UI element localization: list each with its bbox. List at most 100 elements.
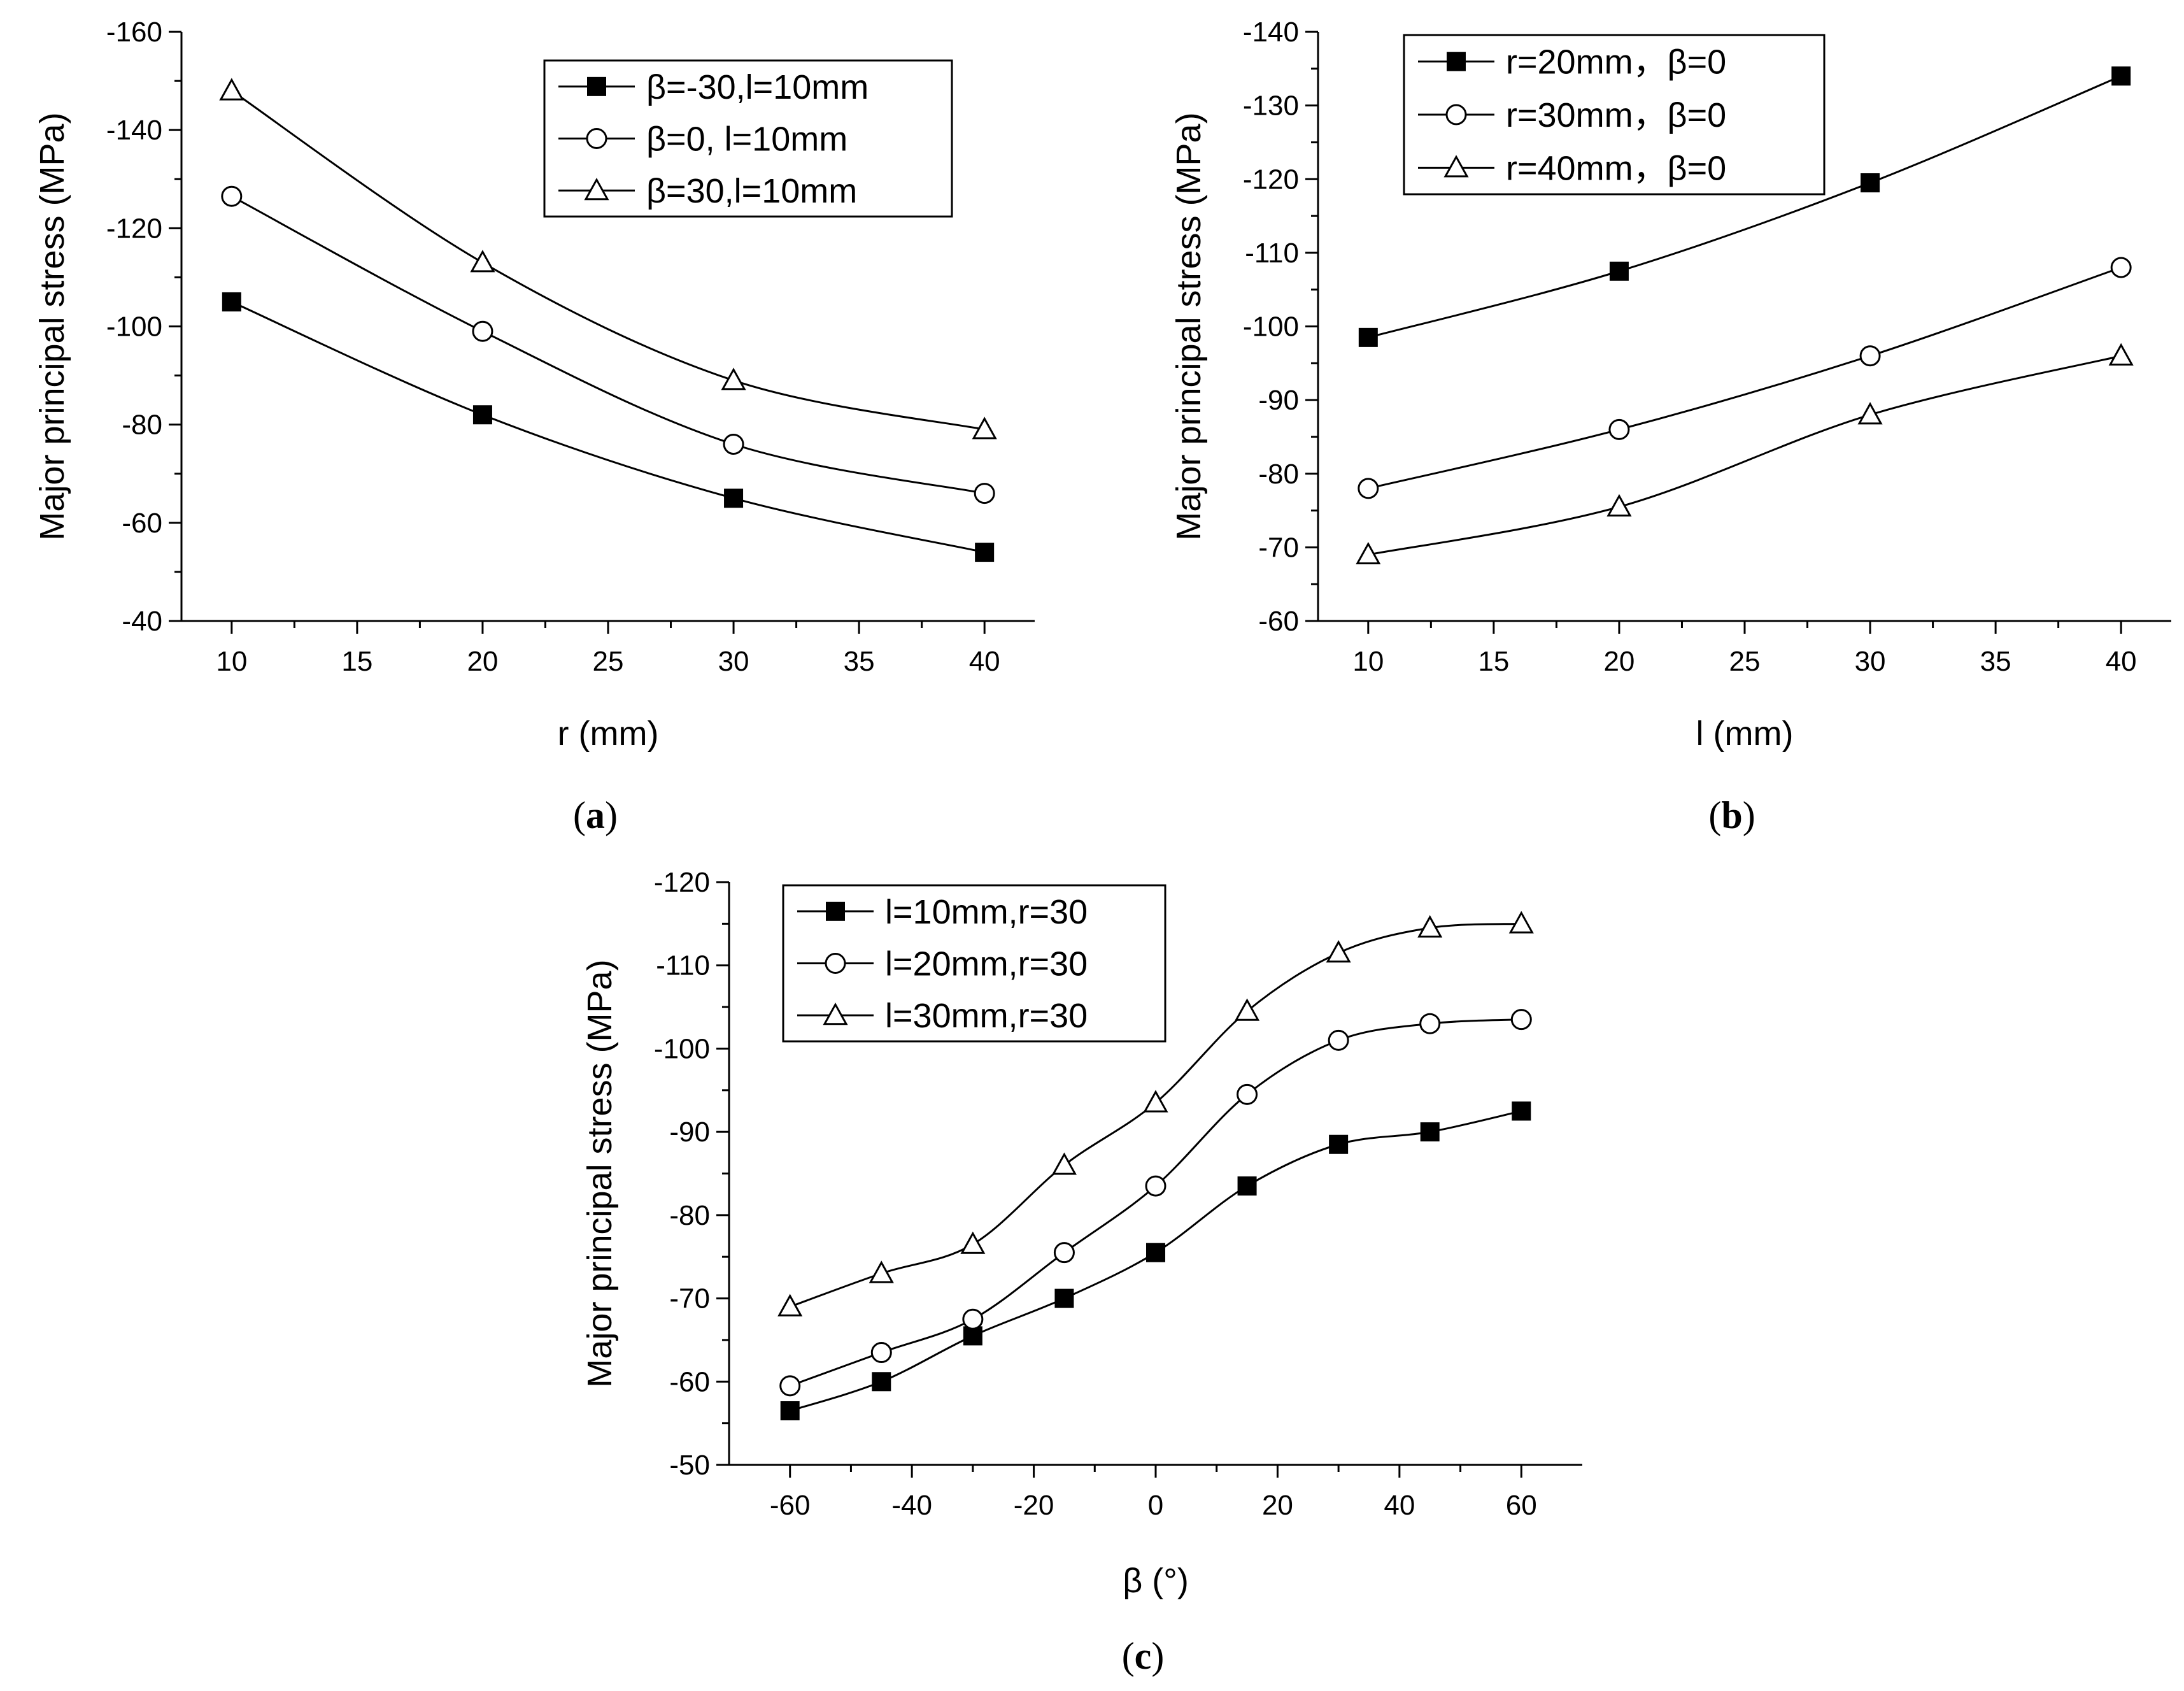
y-tick-label: -160: [106, 17, 162, 48]
data-point-series-3: [972, 417, 997, 439]
x-tick-label: 15: [341, 646, 372, 677]
y-tick-label: -110: [656, 950, 710, 981]
data-point-series-2: [1237, 1083, 1258, 1105]
chart-b: -60 -70 -80 -90 -100 -110 -120 -130 -140 10 15 20 25…: [1170, 17, 2171, 836]
y-tick-label: -120: [654, 867, 710, 898]
x-tick-label: 15: [1478, 646, 1509, 677]
x-tick-label: -40: [891, 1490, 932, 1521]
x-tick-label: 0: [1148, 1490, 1163, 1521]
y-tick-label: -120: [1243, 164, 1299, 195]
data-point-series-3: [1356, 541, 1381, 565]
y-tick-label: -60: [669, 1366, 710, 1397]
data-point-series-3: [470, 250, 495, 273]
data-point-series-2: [779, 1375, 801, 1397]
data-point-series-2: [1859, 345, 1881, 367]
y-tick-label: -40: [122, 606, 162, 637]
legend-marker: [587, 76, 606, 96]
data-point-series-2: [1328, 1029, 1349, 1051]
data-point-series-3: [1051, 1152, 1077, 1175]
y-tick-label: -100: [654, 1033, 710, 1064]
series-line-1: [1368, 75, 2122, 339]
legend-marker: [1445, 104, 1467, 125]
legend-marker: [826, 901, 845, 921]
legend-label: l=30mm,r=30: [885, 997, 1088, 1035]
legend-label: r=40mm，β=0: [1506, 149, 1726, 187]
data-point-series-3: [721, 367, 746, 390]
x-axis-title: r (mm): [558, 715, 659, 753]
x-tick-label: 30: [1855, 646, 1886, 677]
data-point-series-1: [222, 292, 241, 311]
y-tick-label: -140: [106, 115, 162, 146]
legend-label: r=30mm，β=0: [1506, 96, 1726, 134]
x-tick-label: 10: [1352, 646, 1384, 677]
data-point-series-3: [1326, 940, 1351, 963]
data-point-series-2: [870, 1342, 892, 1364]
y-tick-label: -70: [1258, 532, 1299, 563]
y-tick-label: -80: [1258, 459, 1299, 490]
data-point-series-3: [1508, 911, 1534, 934]
y-tick-label: -90: [1258, 385, 1299, 416]
panel-label: (b): [1708, 794, 1755, 836]
data-point-series-1: [1054, 1288, 1074, 1308]
data-point-series-2: [221, 185, 243, 207]
x-tick-label: 30: [718, 646, 749, 677]
panel-label: (a): [573, 794, 618, 836]
data-point-series-3: [960, 1231, 986, 1254]
legend-label: l=10mm,r=30: [885, 893, 1088, 931]
data-point-series-3: [869, 1260, 894, 1283]
data-point-series-1: [2111, 66, 2131, 86]
series-line-2: [231, 195, 985, 495]
y-tick-label: -60: [1258, 606, 1299, 637]
data-point-series-1: [1146, 1243, 1165, 1262]
data-point-series-1: [780, 1401, 800, 1421]
data-point-series-1: [872, 1372, 891, 1392]
data-point-series-1: [1237, 1176, 1257, 1196]
data-point-series-3: [1606, 494, 1632, 517]
x-tick-label: -60: [770, 1490, 811, 1521]
x-tick-label: 25: [1729, 646, 1761, 677]
y-axis-title: Major principal stress (MPa): [33, 112, 71, 540]
series-line-3: [230, 90, 985, 431]
legend-marker: [1447, 52, 1466, 71]
y-tick-label: -120: [106, 213, 162, 244]
legend: r=20mm，β=0 r=30mm，β=0 r=40mm，β=0: [1403, 34, 1826, 196]
data-point-series-1: [1609, 261, 1629, 281]
y-tick-label: -100: [106, 311, 162, 343]
x-tick-label: 40: [969, 646, 1000, 677]
data-point-series-1: [975, 543, 995, 562]
data-point-series-2: [1053, 1242, 1075, 1264]
data-point-series-1: [472, 405, 492, 425]
legend-label: β=0, l=10mm: [646, 120, 847, 159]
data-point-series-3: [1235, 998, 1260, 1021]
data-point-series-3: [219, 78, 245, 101]
data-point-series-1: [1358, 327, 1378, 347]
x-tick-label: 10: [216, 646, 247, 677]
data-point-series-2: [2110, 257, 2132, 278]
y-tick-label: -100: [1243, 311, 1299, 343]
data-point-series-2: [1419, 1013, 1441, 1034]
x-tick-label: 20: [467, 646, 498, 677]
data-point-series-3: [1857, 402, 1883, 425]
panel-label: (c): [1122, 1635, 1165, 1677]
series-line-1: [231, 301, 985, 553]
series-line-3: [1368, 355, 2122, 556]
legend-marker: [584, 178, 609, 201]
data-point-series-2: [962, 1308, 984, 1330]
x-tick-label: 25: [593, 646, 624, 677]
x-axis-title: β (°): [1123, 1562, 1189, 1600]
x-axis-title: l (mm): [1696, 715, 1794, 753]
data-point-series-2: [974, 483, 995, 504]
x-tick-label: 40: [2106, 646, 2137, 677]
x-tick-label: 20: [1262, 1490, 1293, 1521]
legend-marker: [586, 128, 607, 149]
y-tick-label: -140: [1243, 17, 1299, 48]
legend-marker: [825, 953, 846, 974]
data-point-series-2: [1358, 478, 1379, 499]
x-tick-label: 20: [1603, 646, 1634, 677]
data-point-series-2: [1608, 418, 1630, 440]
legend-label: β=30,l=10mm: [646, 172, 857, 210]
legend-marker: [823, 1002, 848, 1025]
y-tick-label: -90: [669, 1117, 710, 1148]
data-point-series-1: [1512, 1101, 1531, 1121]
